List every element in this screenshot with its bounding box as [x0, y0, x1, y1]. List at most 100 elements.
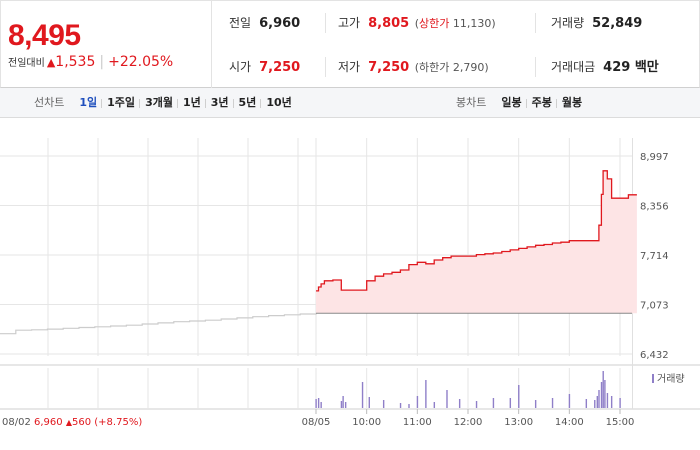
quote-cells: 전일 6,960 고가 8,805 (상한가 11,130) 거래량 52,849 시…	[213, 1, 700, 89]
volume-bar	[604, 380, 606, 408]
low-label: 저가	[338, 60, 361, 74]
volume-bar	[408, 404, 410, 408]
y-tick-label: 7,714	[640, 251, 669, 262]
volume-bar	[340, 401, 343, 408]
volume-bar	[585, 399, 588, 408]
prev-day-change: 560	[72, 417, 91, 428]
y-tick-label: 8,997	[640, 152, 669, 163]
lower-limit-label: 하한가	[419, 61, 450, 74]
tab-line-5[interactable]: 5년	[232, 88, 262, 118]
price-chart: 8,997 8,356 7,714 7,073 6,432 거래량 08/02 6,96…	[0, 138, 700, 428]
volume-value: 52,849	[592, 16, 643, 31]
up-arrow-icon: ▲	[66, 418, 73, 427]
tab-candle-2[interactable]: 월봉	[555, 88, 587, 118]
prev-day-series	[0, 313, 317, 335]
high-value: 8,805	[368, 16, 410, 31]
volume-bar	[361, 382, 364, 408]
change-divider: |	[99, 54, 105, 70]
amount-value: 429 백만	[603, 60, 659, 75]
chart-toolbar: 선차트 1일 1주일 3개월 1년 3년 5년 10년 봉차트 일봉 주봉 월봉	[0, 88, 700, 118]
tab-line-0[interactable]: 1일	[79, 96, 98, 109]
volume-bar	[610, 396, 613, 408]
candle-chart-title: 봉차트	[456, 96, 487, 109]
x-tick-label: 12:00	[454, 417, 483, 428]
open-value: 7,250	[259, 60, 301, 75]
high-cell: 고가 8,805 (상한가 11,130)	[338, 1, 496, 45]
volume-bar	[458, 399, 461, 408]
volume-legend: 거래량	[652, 373, 685, 385]
volume-bar	[368, 397, 370, 408]
volume-bar	[342, 396, 344, 408]
up-arrow-icon: ▲	[46, 56, 56, 69]
volume-bar	[534, 400, 537, 408]
prev-close-value: 6,960	[259, 16, 301, 31]
low-cell: 저가 7,250 (하한가 2,790)	[338, 45, 489, 89]
line-chart-title: 선차트	[34, 96, 65, 109]
volume-bar	[602, 371, 604, 408]
low-value: 7,250	[368, 60, 410, 75]
tab-line-2[interactable]: 3개월	[139, 88, 178, 118]
x-tick-label: 11:00	[403, 417, 432, 428]
volume-bar	[475, 401, 478, 408]
intraday-series	[316, 170, 637, 292]
x-tick-label: 10:00	[352, 417, 381, 428]
prev-day-rate: (+8.75%)	[94, 417, 142, 428]
volume-bar	[619, 398, 621, 408]
y-tick-label: 6,432	[640, 350, 669, 361]
current-price-box: 8,495 전일대비 ▲1,535 | +22.05%	[1, 1, 212, 89]
volume-bar	[594, 400, 596, 408]
lower-limit: (하한가 2,790)	[411, 61, 489, 74]
volume-bar	[600, 382, 603, 408]
cell-divider	[535, 57, 536, 77]
volume-cell: 거래량 52,849	[551, 1, 642, 45]
cell-divider	[535, 13, 536, 33]
volume-bar	[425, 380, 427, 408]
y-axis-ticks: 8,997 8,356 7,714 7,073 6,432	[640, 152, 669, 361]
volume-bar	[518, 385, 520, 408]
candle-chart-tabs: 봉차트 일봉 주봉 월봉	[456, 88, 587, 118]
x-tick-label: 13:00	[504, 417, 533, 428]
upper-limit: (상한가 11,130)	[411, 17, 496, 30]
tab-line-1[interactable]: 1주일	[101, 88, 140, 118]
tab-candle-0[interactable]: 일봉	[501, 96, 522, 109]
tab-line-3[interactable]: 1년	[176, 88, 206, 118]
volume-bar	[382, 400, 385, 408]
prev-close-label: 전일	[229, 16, 252, 30]
x-tick-label: 14:00	[555, 417, 584, 428]
amount-cell: 거래대금 429 백만	[551, 45, 659, 89]
open-cell: 시가 7,250	[229, 45, 300, 89]
x-axis-labels: 08/02 6,960 ▲560 (+8.75%) 08/05 10:00 11:0…	[2, 409, 634, 428]
line-chart-tabs: 선차트 1일 1주일 3개월 1년 3년 5년 10년	[34, 88, 297, 118]
volume-bar	[509, 398, 512, 408]
volume-bar	[446, 390, 448, 408]
tab-line-4[interactable]: 3년	[204, 88, 234, 118]
volume-bar	[315, 399, 317, 408]
volume-legend-swatch	[652, 374, 654, 383]
change-line: 전일대비 ▲1,535 | +22.05%	[8, 54, 173, 70]
current-price: 8,495	[8, 19, 81, 52]
volume-bar	[492, 398, 495, 408]
change-label: 전일대비	[8, 58, 45, 69]
upper-limit-value: 11,130	[452, 17, 492, 30]
tab-candle-1[interactable]: 주봉	[525, 88, 557, 118]
volume-bar	[596, 396, 598, 408]
tab-line-6[interactable]: 10년	[260, 88, 296, 118]
prev-close-cell: 전일 6,960	[229, 1, 300, 45]
volume-bars	[315, 371, 621, 408]
x-tick-label: 15:00	[606, 417, 635, 428]
prev-day-info: 08/02 6,960 ▲560 (+8.75%)	[2, 417, 142, 428]
volume-bar	[598, 390, 600, 408]
volume-label: 거래량	[551, 16, 585, 30]
prev-day-close: 6,960	[34, 417, 63, 428]
volume-bar	[416, 396, 419, 408]
volume-bar	[317, 398, 320, 408]
price-summary: 8,495 전일대비 ▲1,535 | +22.05% 전일 6,960 고가 8,805…	[0, 0, 700, 89]
volume-bar	[551, 398, 554, 408]
y-tick-label: 7,073	[640, 301, 669, 312]
open-label: 시가	[229, 60, 252, 74]
change-rate: +22.05%	[108, 54, 174, 70]
change-amount: 1,535	[55, 54, 96, 70]
cell-divider	[325, 57, 326, 77]
volume-legend-label: 거래량	[657, 373, 685, 385]
amount-label: 거래대금	[551, 60, 596, 74]
